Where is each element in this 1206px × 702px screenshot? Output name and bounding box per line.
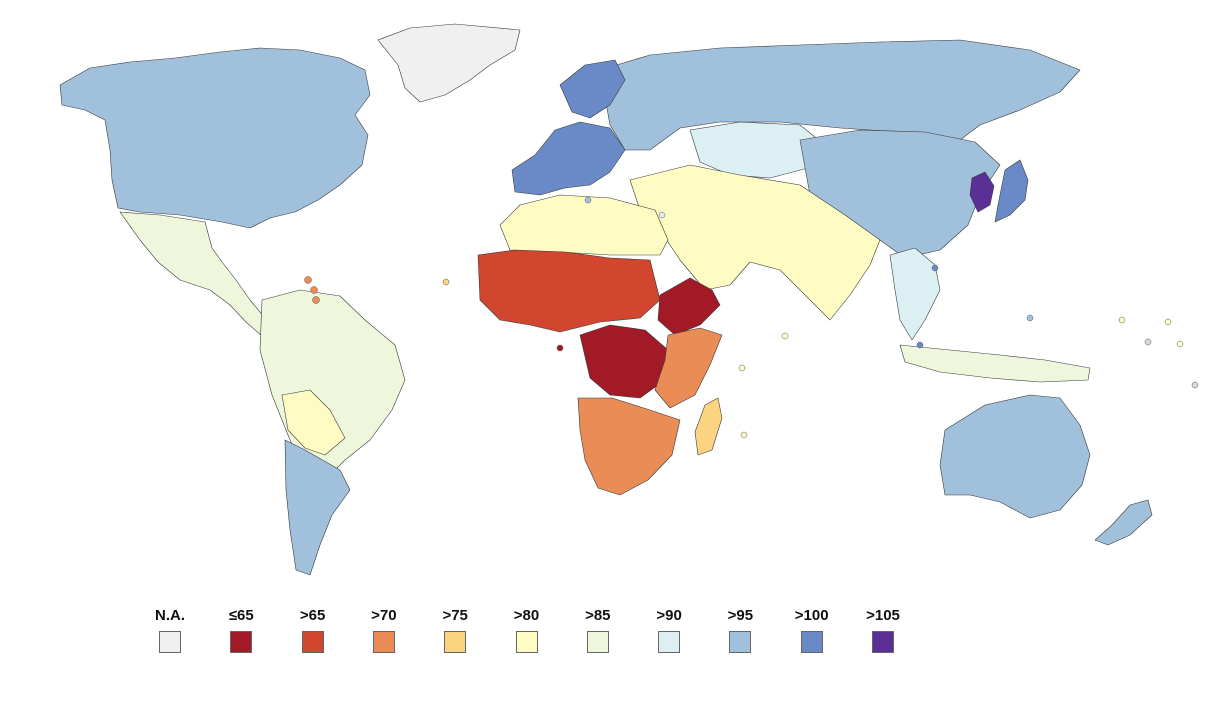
legend-item: >95 xyxy=(720,606,760,653)
region-bolivia[interactable] xyxy=(281,389,346,456)
legend-item: >85 xyxy=(578,606,618,653)
region-australia[interactable] xyxy=(939,394,1091,519)
region-indonesia[interactable] xyxy=(899,344,1091,383)
region-east-africa[interactable] xyxy=(654,327,723,409)
legend-item: >90 xyxy=(649,606,689,653)
legend-label: >85 xyxy=(585,607,611,624)
region-madagascar[interactable] xyxy=(694,397,723,456)
legend-swatch xyxy=(729,631,752,653)
legend-item: >105 xyxy=(863,606,903,653)
island-marker xyxy=(916,341,924,349)
region-central-africa[interactable] xyxy=(579,324,669,399)
region-south-america[interactable] xyxy=(259,289,406,481)
region-horn-of-africa[interactable] xyxy=(657,277,721,336)
legend-label: >105 xyxy=(866,607,900,624)
legend-item: >100 xyxy=(792,606,832,653)
legend-label: >65 xyxy=(299,607,326,624)
legend-swatch xyxy=(444,631,467,653)
legend-label: >75 xyxy=(442,607,468,624)
legend-label: >70 xyxy=(371,607,397,624)
island-marker xyxy=(740,431,748,439)
island-marker xyxy=(310,286,318,294)
region-southern-africa[interactable] xyxy=(577,397,681,496)
island-marker xyxy=(931,264,939,272)
island-marker xyxy=(556,344,564,352)
legend-swatch xyxy=(230,631,253,653)
legend-swatch xyxy=(515,631,538,653)
legend-swatch xyxy=(872,631,894,653)
small-island-markers xyxy=(304,196,1199,439)
region-north-america[interactable] xyxy=(59,47,371,229)
region-scandinavia[interactable] xyxy=(559,59,626,119)
legend-item: ≤65 xyxy=(221,606,261,653)
legend-label: >95 xyxy=(727,607,754,624)
legend-item: >80 xyxy=(507,606,547,653)
legend-label: >100 xyxy=(794,607,829,624)
legend-swatch xyxy=(586,631,609,653)
world-map xyxy=(59,23,1199,576)
region-middle-east-south-asia[interactable] xyxy=(629,164,881,321)
legend-item: >70 xyxy=(364,606,404,653)
island-marker xyxy=(304,276,312,284)
island-marker xyxy=(1176,340,1184,348)
region-japan[interactable] xyxy=(994,159,1029,223)
island-marker xyxy=(738,364,746,372)
legend-swatch xyxy=(159,631,181,653)
legend-item: >75 xyxy=(435,606,475,653)
legend-label: >90 xyxy=(656,607,682,624)
region-greenland[interactable] xyxy=(377,23,521,103)
island-marker xyxy=(781,332,789,340)
island-marker xyxy=(312,296,320,304)
legend-item: >65 xyxy=(293,606,333,653)
legend-swatch xyxy=(372,631,395,653)
legend-label: N.A. xyxy=(155,607,185,624)
region-new-zealand[interactable] xyxy=(1094,499,1153,546)
legend-label: ≤65 xyxy=(228,607,254,624)
region-russia-north-asia[interactable] xyxy=(599,39,1081,151)
legend-swatch xyxy=(800,631,823,653)
region-southeast-asia[interactable] xyxy=(889,247,941,341)
island-marker xyxy=(442,278,450,286)
region-argentina-chile[interactable] xyxy=(284,439,351,576)
island-marker xyxy=(584,196,592,204)
region-korea[interactable] xyxy=(969,171,995,213)
legend-swatch xyxy=(301,631,324,653)
island-marker xyxy=(658,211,666,219)
legend-item: N.A. xyxy=(150,606,190,653)
island-marker xyxy=(1164,318,1172,326)
legend-label: >80 xyxy=(513,607,540,624)
legend: N.A. ≤65 >65 >70 >75 >80 >85 >90 >95 >100 >105 xyxy=(150,606,910,666)
region-west-africa[interactable] xyxy=(477,249,661,333)
island-marker xyxy=(1118,316,1126,324)
island-marker xyxy=(1144,338,1152,346)
region-western-europe[interactable] xyxy=(511,121,626,196)
island-marker xyxy=(1191,381,1199,389)
legend-swatch xyxy=(658,631,681,653)
region-mexico-central-america[interactable] xyxy=(119,211,279,337)
island-marker xyxy=(1026,314,1034,322)
